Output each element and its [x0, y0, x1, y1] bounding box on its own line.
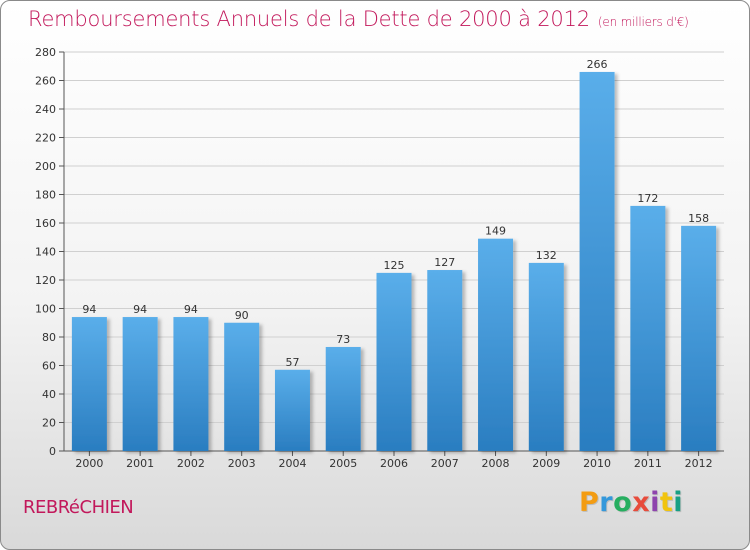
- data-label: 266: [587, 58, 608, 71]
- chart-unit: (en milliers d'€): [597, 15, 689, 29]
- bar: [630, 205, 666, 451]
- brand-letter: o: [613, 487, 633, 518]
- bar: [224, 322, 260, 451]
- y-tick-label: 280: [35, 46, 56, 59]
- bar: [71, 317, 107, 451]
- bar: [325, 346, 361, 451]
- x-tick-label: 2002: [177, 457, 205, 470]
- x-tick-label: 2011: [634, 457, 662, 470]
- data-label: 127: [434, 256, 455, 269]
- x-tick-label: 2012: [685, 457, 713, 470]
- data-label: 73: [336, 333, 350, 346]
- data-label: 94: [82, 303, 96, 316]
- x-tick-label: 2003: [228, 457, 256, 470]
- bar: [681, 225, 717, 451]
- y-tick-label: 240: [35, 103, 56, 116]
- x-tick-label: 2009: [532, 457, 560, 470]
- bar: [427, 270, 463, 451]
- y-tick-label: 180: [35, 189, 56, 202]
- y-tick-label: 80: [42, 331, 56, 344]
- data-label: 132: [536, 249, 557, 262]
- bar: [274, 369, 310, 451]
- bar: [173, 317, 209, 451]
- value-labels: 94 94 94 90 57 73 125 127 149 132 266 172 158: [82, 58, 709, 369]
- bar: [528, 262, 564, 451]
- y-tick-label: 100: [35, 303, 56, 316]
- x-tick-label: 2004: [278, 457, 306, 470]
- bar: [478, 238, 514, 451]
- brand-letter: i: [673, 487, 684, 518]
- brand-letter: x: [632, 487, 651, 518]
- bar: [376, 272, 412, 451]
- bars: [71, 71, 717, 451]
- chart-title-text: Remboursements Annuels de la Dette de 20…: [28, 7, 590, 31]
- x-tick-label: 2005: [329, 457, 357, 470]
- data-label: 94: [133, 303, 147, 316]
- data-label: 125: [384, 259, 405, 272]
- x-tick-label: 2007: [431, 457, 459, 470]
- data-label: 94: [184, 303, 198, 316]
- commune-name: REBRéCHIEN: [23, 497, 134, 518]
- y-tick-label: 140: [35, 246, 56, 259]
- brand-letter: P: [579, 487, 600, 518]
- y-tick-label: 220: [35, 132, 56, 145]
- brand-letter: t: [659, 487, 674, 518]
- bar: [579, 71, 615, 451]
- y-tick-label: 40: [42, 388, 56, 401]
- x-tick-label: 2001: [126, 457, 154, 470]
- bar: [122, 317, 158, 451]
- y-tick-label: 20: [42, 417, 56, 430]
- data-label: 149: [485, 225, 506, 238]
- chart-title: Remboursements Annuels de la Dette de 20…: [28, 7, 689, 31]
- data-label: 57: [285, 356, 299, 369]
- x-tick-label: 2010: [583, 457, 611, 470]
- data-label: 172: [637, 192, 658, 205]
- axes: 0 20 40 60 80 100 120 140 160 180 200 220 240 260 280 2…: [35, 46, 724, 470]
- brand-letter: i: [650, 487, 660, 518]
- y-tick-label: 200: [35, 160, 56, 173]
- brand-letter: r: [599, 487, 614, 518]
- data-label: 158: [688, 212, 709, 225]
- y-tick-label: 60: [42, 360, 56, 373]
- y-tick-label: 260: [35, 75, 56, 88]
- data-label: 90: [235, 309, 249, 322]
- x-tick-label: 2008: [482, 457, 510, 470]
- y-tick-label: 120: [35, 274, 56, 287]
- y-tick-label: 160: [35, 217, 56, 230]
- x-tick-label: 2006: [380, 457, 408, 470]
- proxiti-logo: Proxiti: [579, 487, 683, 518]
- y-tick-label: 0: [49, 445, 56, 458]
- x-tick-label: 2000: [75, 457, 103, 470]
